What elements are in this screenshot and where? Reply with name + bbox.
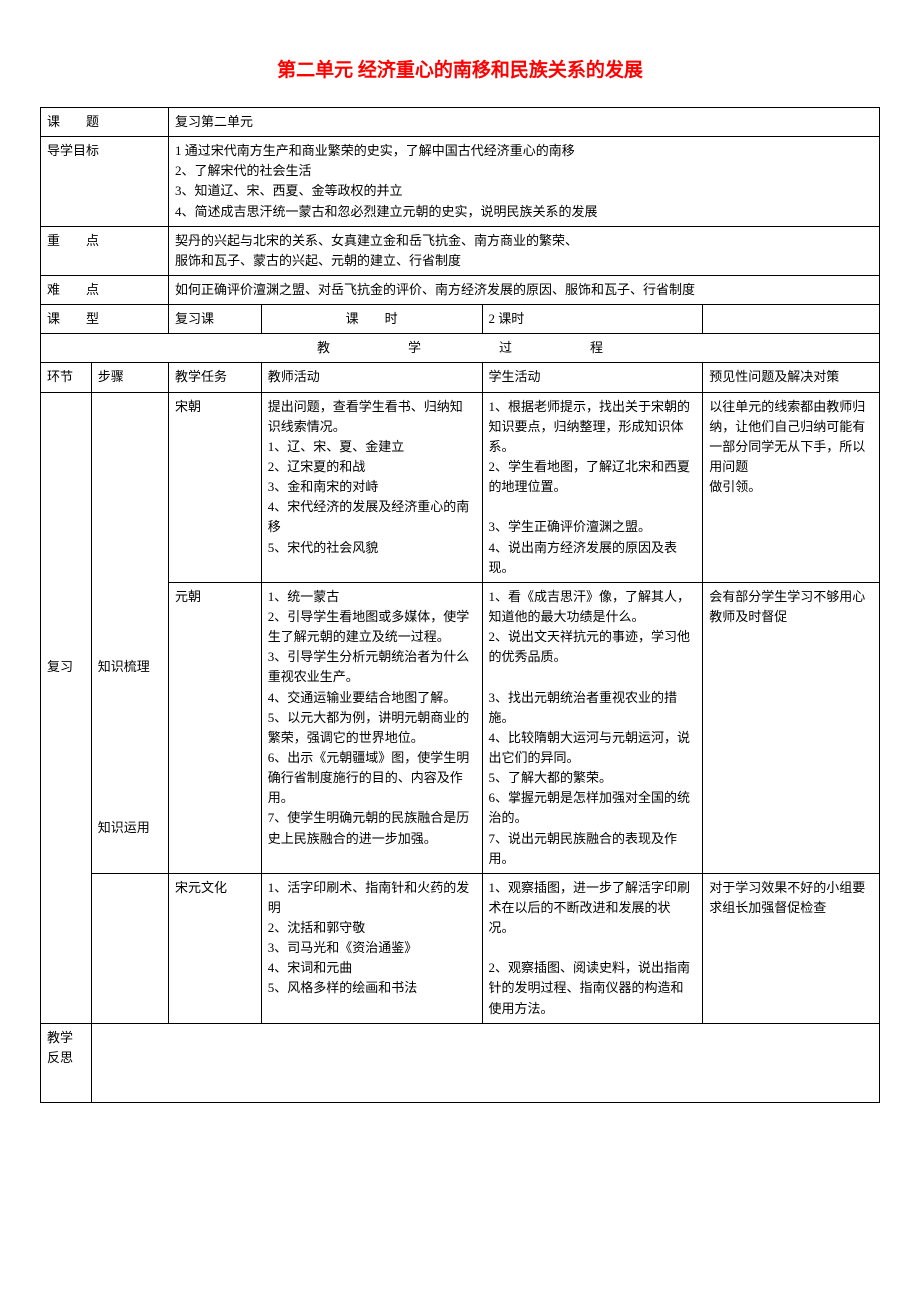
issue-cell-3: 对于学习效果不好的小组要求组长加强督促检查 — [703, 873, 880, 1023]
reflection-value — [91, 1023, 879, 1102]
difficult-value: 如何正确评价澶渊之盟、对岳飞抗金的评价、南方经济发展的原因、服饰和瓦子、行省制度 — [169, 275, 880, 304]
process-header: 教 学 过 程 — [41, 334, 880, 363]
keypoints-label: 重 点 — [41, 226, 169, 275]
student-cell-1: 1、根据老师提示，找出关于宋朝的知识要点，归纳整理，形成知识体系。 2、学生看地… — [482, 392, 703, 582]
col-step: 步骤 — [91, 363, 168, 392]
lesson-table: 课 题 复习第二单元 导学目标 1 通过宋代南方生产和商业繁荣的史实，了解中国古… — [40, 107, 880, 1103]
classtype-value: 复习课 — [169, 305, 262, 334]
objectives-label: 导学目标 — [41, 137, 169, 227]
keypoints-value: 契丹的兴起与北宋的关系、女真建立金和岳飞抗金、南方商业的繁荣、 服饰和瓦子、蒙古… — [169, 226, 880, 275]
topic-value: 复习第二单元 — [169, 108, 880, 137]
step-cell-3 — [91, 873, 168, 1023]
student-cell-2: 1、看《成吉思汗》像，了解其人，知道他的最大功绩是什么。 2、说出文天祥抗元的事… — [482, 582, 703, 873]
reflection-label: 教学 反思 — [41, 1023, 92, 1102]
topic-label: 课 题 — [41, 108, 169, 137]
teacher-cell-3: 1、活字印刷术、指南针和火药的发明 2、沈括和郭守敬 3、司马光和《资治通鉴》 … — [261, 873, 482, 1023]
task-cell-3: 宋元文化 — [169, 873, 262, 1023]
period-empty — [703, 305, 880, 334]
col-teacher: 教师活动 — [261, 363, 482, 392]
page-title: 第二单元 经济重心的南移和民族关系的发展 — [40, 55, 880, 82]
task-cell-2: 元朝 — [169, 582, 262, 873]
issue-cell-2: 会有部分学生学习不够用心教师及时督促 — [703, 582, 880, 873]
objectives-value: 1 通过宋代南方生产和商业繁荣的史实，了解中国古代经济重心的南移 2、了解宋代的… — [169, 137, 880, 227]
period-label: 课 时 — [261, 305, 482, 334]
issue-cell-1: 以往单元的线索都由教师归纳，让他们自己归纳可能有一部分同学无从下手，所以用问题 … — [703, 392, 880, 582]
student-cell-3: 1、观察插图，进一步了解活字印刷术在以后的不断改进和发展的状况。 2、观察插图、… — [482, 873, 703, 1023]
classtype-label: 课 型 — [41, 305, 169, 334]
col-issue: 预见性问题及解决对策 — [703, 363, 880, 392]
step1-text: 知识梳理 — [98, 657, 162, 677]
col-task: 教学任务 — [169, 363, 262, 392]
env-cell: 复习 — [41, 392, 92, 1023]
difficult-label: 难 点 — [41, 275, 169, 304]
env-text: 复习 — [47, 657, 85, 677]
teacher-cell-2: 1、统一蒙古 2、引导学生看地图或多媒体，使学生了解元朝的建立及统一过程。 3、… — [261, 582, 482, 873]
step2-text: 知识运用 — [98, 820, 150, 835]
period-value: 2 课时 — [482, 305, 703, 334]
col-env: 环节 — [41, 363, 92, 392]
task-cell-1: 宋朝 — [169, 392, 262, 582]
teacher-cell-1: 提出问题，查看学生看书、归纳知识线索情况。 1、辽、宋、夏、金建立 2、辽宋夏的… — [261, 392, 482, 582]
step-cell-1: 知识梳理知识运用 — [91, 392, 168, 873]
col-student: 学生活动 — [482, 363, 703, 392]
